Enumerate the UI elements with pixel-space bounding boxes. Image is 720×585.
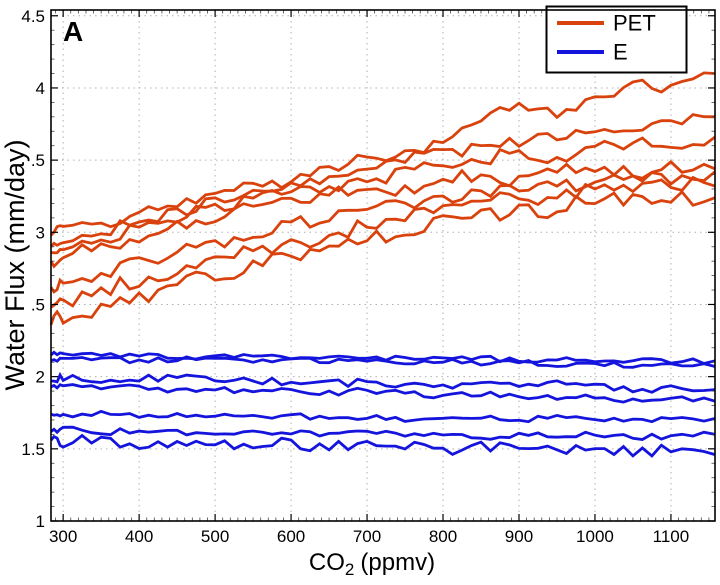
x-tick-label: 1000 (576, 527, 614, 546)
y-tick-label: 4 (36, 79, 45, 98)
y-tick-label: 4.5 (21, 7, 45, 26)
panel-label: A (63, 16, 83, 47)
series-layer (49, 71, 716, 458)
x-tick-label: 1100 (653, 527, 690, 546)
pet-series-line (49, 170, 716, 294)
e-series-line (50, 425, 716, 441)
x-axis-title-unit: (ppmv) (360, 549, 435, 576)
x-axis-title-main: CO (309, 549, 345, 576)
y-tick-label: 3 (36, 223, 45, 242)
pet-series-line (49, 113, 716, 248)
e-series-line (50, 409, 716, 424)
y-tick-label: .5 (31, 295, 45, 314)
y-axis-title: Water Flux (mm/day) (0, 139, 30, 390)
legend-box (545, 5, 688, 74)
e-series-line (50, 371, 716, 394)
e-series-line (49, 433, 716, 458)
x-tick-label: 900 (505, 527, 533, 546)
y-tick-label: .5 (31, 151, 45, 170)
y-tick-label: 1.5 (21, 440, 45, 459)
x-axis-title-subscript: 2 (345, 560, 354, 579)
pet-series-line (49, 189, 716, 326)
grid-layer (51, 10, 715, 521)
pet-series-line (50, 71, 716, 237)
x-tick-label: 400 (125, 527, 153, 546)
e-series-line (50, 383, 716, 404)
tick-layer (51, 10, 715, 522)
x-axis-title: CO2 (ppmv) (309, 549, 435, 579)
tick-label-layer: 300 400 500 600 700 800 900 1000 11004.54.53.521… (21, 7, 689, 546)
x-tick-label: 800 (429, 527, 457, 546)
e-series-line (50, 355, 716, 369)
x-tick-label: 300 (49, 527, 77, 546)
plot-frame (50, 9, 716, 522)
legend: PET E (545, 5, 688, 74)
y-tick-label: 1 (36, 512, 45, 531)
e-series-line (50, 350, 716, 365)
y-tick-label: 2 (36, 368, 45, 387)
pet-series-line (49, 159, 716, 269)
pet-series-line (50, 175, 716, 309)
x-tick-label: 500 (201, 527, 229, 546)
legend-label-e: E (613, 40, 628, 65)
pet-series-line (50, 135, 716, 255)
x-tick-label: 600 (277, 527, 305, 546)
x-tick-label: 700 (353, 527, 381, 546)
legend-label-pet: PET (613, 11, 656, 36)
